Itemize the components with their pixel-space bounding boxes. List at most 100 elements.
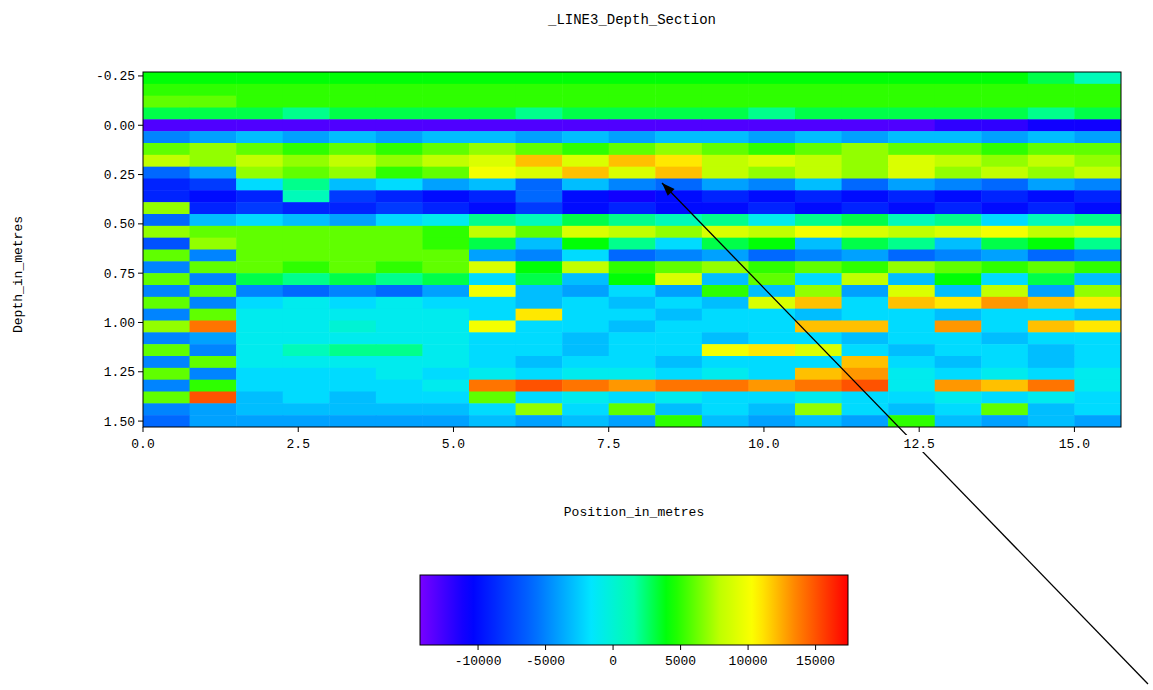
heat-cell <box>981 155 1028 167</box>
heat-cell <box>1074 202 1121 214</box>
heat-cell <box>702 309 749 321</box>
heat-cell <box>516 96 563 108</box>
heat-cell <box>842 167 889 179</box>
heat-cell <box>376 238 423 250</box>
heat-cell <box>981 415 1028 427</box>
heat-cell <box>329 285 376 297</box>
heat-cell <box>143 261 190 273</box>
heat-cell <box>842 380 889 392</box>
heat-cell <box>748 108 795 120</box>
x-tick <box>143 427 144 432</box>
heat-cell <box>562 131 609 143</box>
heat-cell <box>469 309 516 321</box>
heat-cell <box>1028 261 1075 273</box>
chart: _LINE3_Depth_Section0.02.55.07.510.012.5… <box>0 0 1153 690</box>
colorbar-tick-label: 15000 <box>796 654 835 669</box>
heat-cell <box>376 261 423 273</box>
heat-cell <box>842 190 889 202</box>
heat-cell <box>236 332 283 344</box>
heat-cell <box>143 380 190 392</box>
heat-cell <box>143 309 190 321</box>
heat-cell <box>842 321 889 333</box>
heat-cell <box>143 415 190 427</box>
heat-cell <box>655 273 702 285</box>
heat-cell <box>888 167 935 179</box>
heat-cell <box>562 285 609 297</box>
y-tick-label: 0.50 <box>104 217 135 232</box>
heat-cell <box>1028 415 1075 427</box>
heat-cell <box>655 143 702 155</box>
heat-cell <box>1028 380 1075 392</box>
heat-cell <box>283 250 330 262</box>
heat-cell <box>655 226 702 238</box>
heat-cell <box>842 96 889 108</box>
heat-cell <box>702 285 749 297</box>
heat-cell <box>1074 344 1121 356</box>
heat-cell <box>143 344 190 356</box>
heat-cell <box>516 131 563 143</box>
heat-cell <box>422 403 469 415</box>
heat-cell <box>935 250 982 262</box>
heat-cell <box>516 285 563 297</box>
heat-cell <box>842 273 889 285</box>
heat-cell <box>376 214 423 226</box>
heat-cell <box>562 321 609 333</box>
heat-cell <box>702 321 749 333</box>
heat-cell <box>981 261 1028 273</box>
heat-cell <box>422 143 469 155</box>
heat-cell <box>888 415 935 427</box>
heat-cell <box>842 285 889 297</box>
heat-cell <box>888 332 935 344</box>
heat-cell <box>888 131 935 143</box>
heat-cell <box>935 380 982 392</box>
heat-cell <box>1074 368 1121 380</box>
heat-cell <box>1074 392 1121 404</box>
label-patch <box>440 435 467 452</box>
heat-cell <box>842 214 889 226</box>
heat-cell <box>935 143 982 155</box>
heat-cell <box>748 356 795 368</box>
heat-cell <box>888 96 935 108</box>
heat-cell <box>981 321 1028 333</box>
heat-cell <box>190 261 237 273</box>
heat-cell <box>1074 131 1121 143</box>
heat-cell <box>1028 214 1075 226</box>
heat-cell <box>190 131 237 143</box>
heat-cell <box>283 119 330 131</box>
heat-cell <box>702 190 749 202</box>
heat-cell <box>190 155 237 167</box>
heat-cell <box>981 403 1028 415</box>
heat-cell <box>562 415 609 427</box>
arrow-head <box>662 183 675 196</box>
heat-cell <box>981 273 1028 285</box>
heat-cell <box>469 131 516 143</box>
heat-cell <box>609 96 656 108</box>
heat-cell <box>609 238 656 250</box>
heat-cell <box>935 273 982 285</box>
heat-cell <box>748 368 795 380</box>
heat-cell <box>236 167 283 179</box>
heat-cell <box>702 261 749 273</box>
x-tick <box>453 427 454 432</box>
heat-cell <box>190 72 237 84</box>
heat-cell <box>888 297 935 309</box>
heat-cell <box>842 415 889 427</box>
heat-cell <box>143 179 190 191</box>
heat-cell <box>609 380 656 392</box>
heat-cell <box>935 238 982 250</box>
heat-cell <box>422 96 469 108</box>
heat-cell <box>376 167 423 179</box>
heat-cell <box>609 368 656 380</box>
heat-cell <box>1074 285 1121 297</box>
heat-cell <box>329 190 376 202</box>
heat-cell <box>609 403 656 415</box>
heat-cell <box>1028 190 1075 202</box>
heat-cell <box>469 332 516 344</box>
heat-cell <box>1028 392 1075 404</box>
heat-cell <box>935 403 982 415</box>
y-tick-label: 0.00 <box>104 119 135 134</box>
heat-cell <box>469 84 516 96</box>
heat-cell <box>655 368 702 380</box>
heat-cell <box>329 415 376 427</box>
heat-cell <box>935 356 982 368</box>
